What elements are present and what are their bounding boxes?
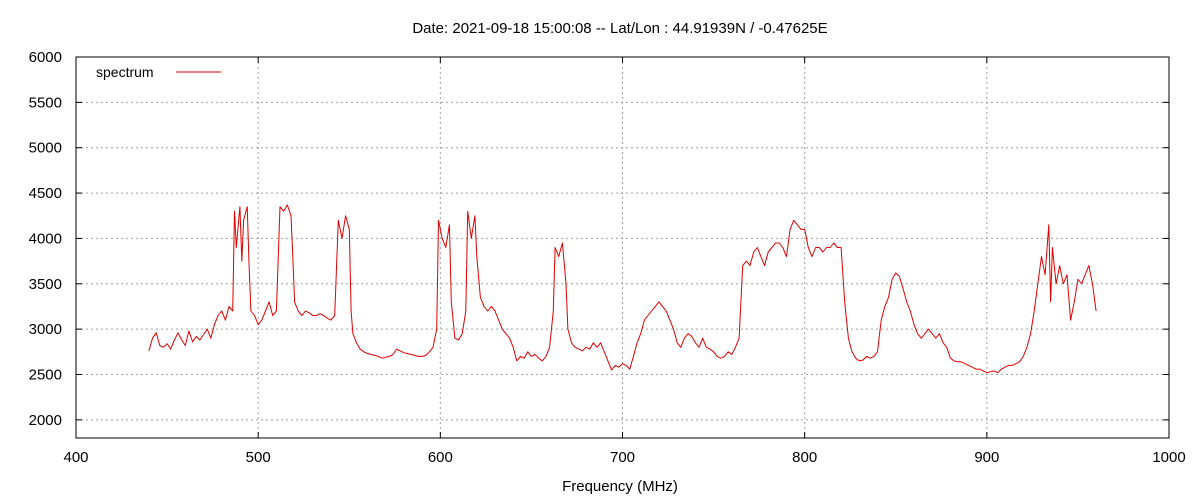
x-tick-label: 800 — [792, 449, 817, 466]
series-line-spectrum — [148, 204, 1097, 374]
y-tick-label: 3500 — [29, 276, 62, 293]
x-tick-label: 600 — [428, 449, 453, 466]
y-tick-label: 4000 — [29, 230, 62, 247]
x-axis-label: Frequency (MHz) — [562, 478, 678, 495]
legend-label-spectrum: spectrum — [96, 64, 154, 80]
y-tick-label: 4500 — [29, 185, 62, 202]
x-tick-label: 500 — [246, 449, 271, 466]
legend: spectrum — [96, 64, 221, 80]
x-tick-label: 900 — [974, 449, 999, 466]
x-tick-label: 700 — [610, 449, 635, 466]
y-tick-label: 6000 — [29, 49, 62, 66]
y-tick-label: 3000 — [29, 321, 62, 338]
ticks-layer: 400 500 600 700 800 900 1000 2000 2500 3000 3500 40… — [29, 49, 1186, 466]
chart-title: Date: 2021-09-18 15:00:08 -- Lat/Lon : 4… — [412, 20, 827, 37]
grid-layer — [76, 57, 1169, 438]
y-tick-label: 2500 — [29, 367, 62, 384]
y-tick-label: 5000 — [29, 140, 62, 157]
x-tick-label: 1000 — [1152, 449, 1185, 466]
series-layer — [148, 204, 1097, 374]
x-tick-label: 400 — [63, 449, 88, 466]
y-tick-label: 2000 — [29, 412, 62, 429]
y-tick-label: 5500 — [29, 94, 62, 111]
